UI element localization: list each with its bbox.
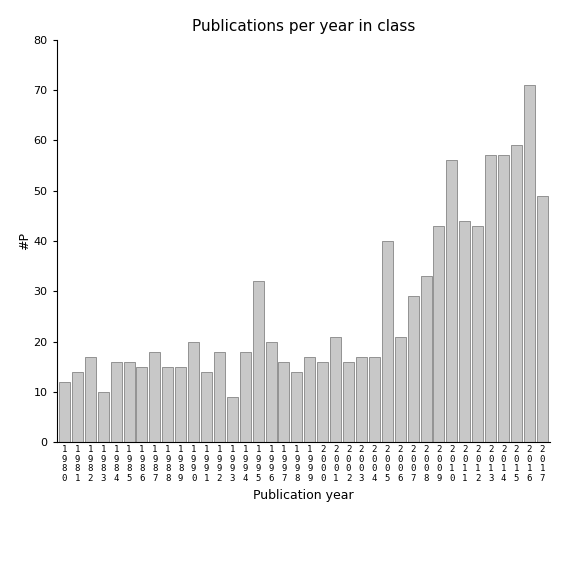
Bar	[98, 392, 109, 442]
Bar	[369, 357, 380, 442]
Bar	[343, 362, 354, 442]
Bar	[446, 160, 458, 442]
Bar	[395, 337, 405, 442]
Bar	[498, 155, 509, 442]
Bar	[227, 397, 238, 442]
Bar	[485, 155, 496, 442]
Bar	[278, 362, 290, 442]
Bar	[408, 297, 418, 442]
Bar	[201, 372, 212, 442]
Bar	[124, 362, 134, 442]
Bar	[537, 196, 548, 442]
Bar	[304, 357, 315, 442]
Bar	[162, 367, 174, 442]
Bar	[317, 362, 328, 442]
Bar	[188, 341, 199, 442]
Bar	[459, 221, 470, 442]
Bar	[511, 145, 522, 442]
Bar	[59, 382, 70, 442]
Y-axis label: #P: #P	[18, 232, 31, 250]
Bar	[330, 337, 341, 442]
Bar	[356, 357, 367, 442]
Bar	[85, 357, 96, 442]
Bar	[137, 367, 147, 442]
Bar	[111, 362, 121, 442]
Bar	[240, 352, 251, 442]
Bar	[382, 241, 393, 442]
Bar	[524, 85, 535, 442]
Bar	[214, 352, 225, 442]
Bar	[175, 367, 186, 442]
Bar	[253, 281, 264, 442]
Bar	[265, 341, 277, 442]
Bar	[472, 226, 483, 442]
X-axis label: Publication year: Publication year	[253, 489, 354, 502]
Bar	[72, 372, 83, 442]
Bar	[149, 352, 160, 442]
Title: Publications per year in class: Publications per year in class	[192, 19, 415, 35]
Bar	[421, 276, 431, 442]
Bar	[291, 372, 302, 442]
Bar	[433, 226, 445, 442]
